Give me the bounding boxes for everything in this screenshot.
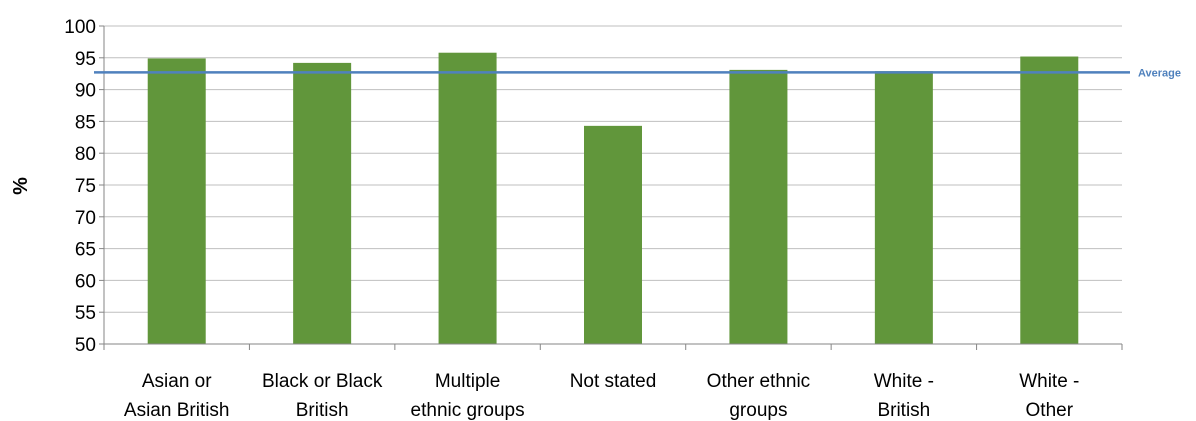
x-category-label: Asian or [142, 371, 212, 392]
y-tick-label: 100 [64, 17, 96, 38]
y-tick-label: 70 [75, 208, 96, 229]
y-tick-label: 50 [75, 335, 96, 356]
y-axis-label: % [10, 177, 32, 195]
y-tick-label: 85 [75, 112, 96, 133]
x-category-label: White - [1019, 371, 1079, 392]
x-category-label: White - [874, 371, 934, 392]
x-category-label: groups [729, 400, 787, 421]
x-category-label: ethnic groups [411, 400, 525, 421]
bar [293, 62, 352, 344]
bar [1020, 56, 1079, 344]
x-category-labels: Asian or Asian British Black or Black Briti… [124, 371, 1079, 421]
bar [147, 58, 206, 344]
bars [147, 52, 1079, 345]
y-tick-label: 95 [75, 49, 96, 70]
bar [438, 52, 497, 344]
bar [874, 71, 933, 344]
x-category-label: Not stated [570, 371, 657, 392]
y-tick-label: 80 [75, 144, 96, 165]
x-category-label: Other [1026, 400, 1074, 421]
bar [729, 69, 788, 344]
x-category-label: British [877, 400, 930, 421]
y-tick-labels: 50 55 60 65 70 75 80 85 90 95 100 [64, 17, 96, 356]
x-category-label: Other ethnic [707, 371, 811, 392]
average-line-group: Average [94, 67, 1181, 79]
bar [584, 125, 642, 345]
y-tick-label: 75 [75, 176, 96, 197]
x-category-label: British [296, 400, 349, 421]
y-tick-label: 90 [75, 81, 96, 102]
average-label: Average [1138, 67, 1181, 79]
y-tick-label: 65 [75, 240, 96, 261]
x-category-label: Multiple [435, 371, 500, 392]
x-category-label: Black or Black [262, 371, 383, 392]
y-tick-label: 60 [75, 271, 96, 292]
x-category-label: Asian British [124, 400, 230, 421]
y-tick-label: 55 [75, 303, 96, 324]
axes [99, 25, 1123, 350]
